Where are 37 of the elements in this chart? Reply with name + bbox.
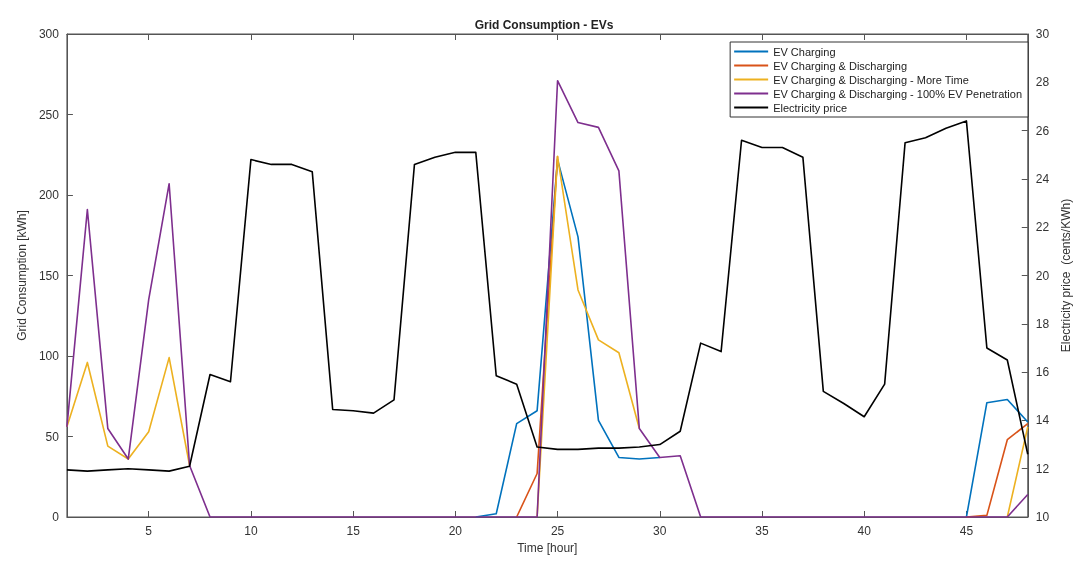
y2-tick-label: 24 [1035,171,1050,186]
x-axis-title: Time [hour] [517,540,578,555]
x-tick-label: 5 [145,524,153,538]
y-tick-label: 0 [52,510,60,524]
x-tick-label: 10 [244,524,258,538]
x-tick-label: 20 [448,524,463,538]
y-tick-label: 300 [38,27,60,41]
y-axis-title: Grid Consumption [kWh] [15,210,29,341]
x-tick-label: 45 [959,524,974,538]
y-tick-label: 100 [38,349,60,363]
legend-label: EV Charging [773,45,836,58]
y2-axis-title: Electricity price (cents/KWh) [1059,198,1073,353]
y-tick-label: 150 [38,268,60,283]
y-tick-label: 50 [45,429,60,444]
x-tick-label: 35 [755,524,769,538]
y-tick-label: 250 [38,107,60,122]
legend-label: Electricity price [773,101,848,114]
x-tick-label: 25 [550,524,565,538]
legend-label: EV Charging & Discharging - 100% EV Penetration [773,87,1022,100]
y2-tick-label: 16 [1035,365,1050,380]
y2-tick-label: 26 [1035,123,1050,138]
y-tick-label: 200 [38,188,60,202]
legend-label: EV Charging & Discharging - More Time [773,73,969,86]
y2-tick-label: 30 [1035,27,1050,41]
y2-tick-label: 20 [1035,268,1050,283]
y2-tick-label: 10 [1035,510,1050,524]
x-tick-label: 15 [346,524,361,538]
x-tick-label: 40 [857,524,872,538]
y2-tick-label: 14 [1035,413,1050,428]
legend-label: EV Charging & Discharging [773,59,908,72]
line-series [66,120,1029,472]
chart-title: Grid Consumption - EVs [474,18,614,32]
x-tick-label: 30 [653,524,667,538]
y2-tick-label: 28 [1035,75,1050,90]
y2-tick-label: 22 [1035,220,1050,235]
y2-tick-label: 12 [1035,461,1050,476]
y2-tick-label: 18 [1035,316,1050,331]
